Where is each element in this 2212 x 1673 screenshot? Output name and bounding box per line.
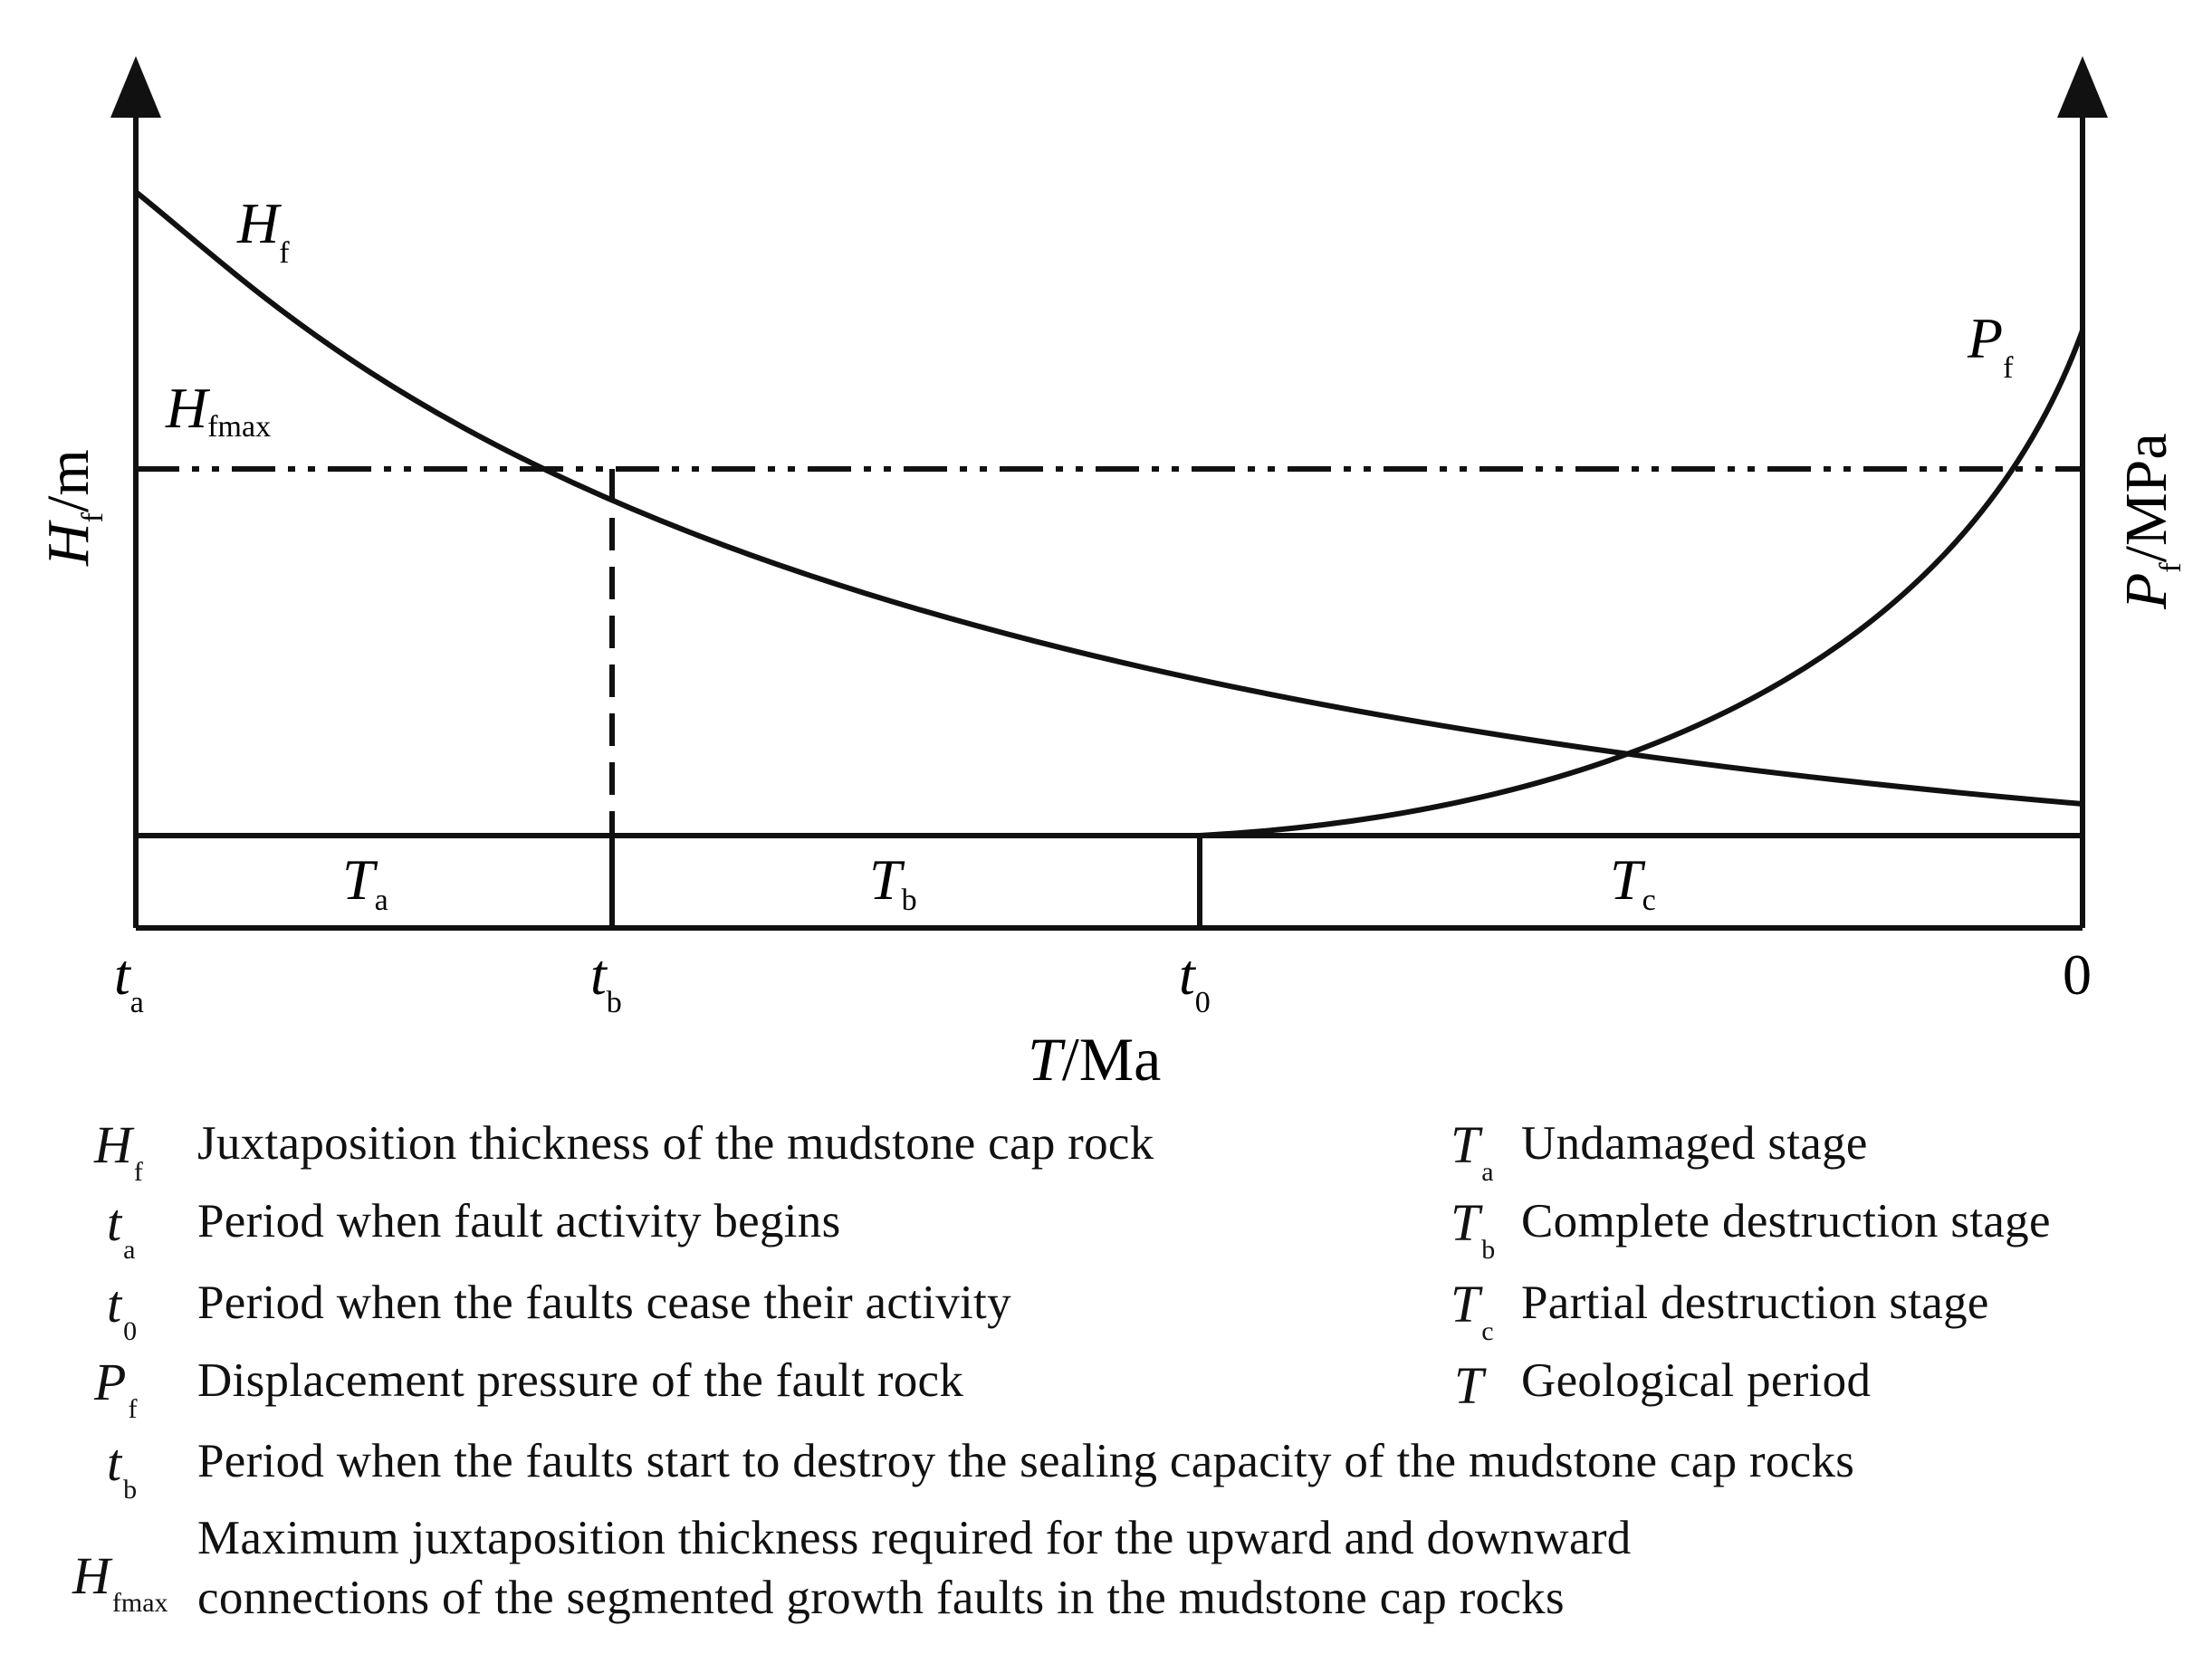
legend-text-t: Geological period [1521, 1354, 1872, 1407]
legend-row: Pf Displacement pressure of the fault ro… [0, 1353, 2212, 1434]
x-tick-tb: tb [590, 942, 622, 1019]
x-tick-ta: ta [114, 942, 144, 1019]
stage-label-ta: Ta [342, 847, 388, 917]
hf-curve [134, 189, 2083, 807]
right-y-axis-title: Pf/MPa [2113, 433, 2188, 610]
x-axis-title: T/Ma [1028, 1025, 1161, 1094]
legend-text-ta-stage: Undamaged stage [1521, 1117, 1868, 1170]
stage-label-tb: Tb [869, 847, 917, 917]
legend-symbol-t: T [1454, 1356, 1484, 1415]
x-tick-t0: t0 [1179, 942, 1211, 1019]
x-tick-zero: 0 [2063, 942, 2092, 1007]
legend-row: ta Period when fault activity begins Tb … [0, 1193, 2212, 1275]
legend-symbol-tb-stage: Tb [1451, 1193, 1496, 1265]
legend-row: Hfmax Maximum juxtaposition thickness re… [0, 1510, 2212, 1646]
pf-curve [1199, 329, 2085, 838]
legend-text-pf: Displacement pressure of the fault rock [197, 1354, 964, 1407]
left-axis-arrow [110, 56, 161, 118]
legend-text-ta: Period when fault activity begins [197, 1195, 841, 1248]
legend-text-tb: Period when the faults start to destroy … [197, 1435, 1855, 1487]
legend-symbol-pf: Pf [94, 1353, 138, 1424]
stage-label-tc: Tc [1610, 847, 1656, 917]
pf-curve-label: Pf [1967, 306, 2014, 385]
legend-text-hf: Juxtaposition thickness of the mudstone … [197, 1117, 1154, 1170]
hfmax-label: Hfmax [165, 376, 271, 444]
legend-symbol-ta-stage: Ta [1451, 1115, 1494, 1187]
legend-text-t0: Period when the faults cease their activ… [197, 1276, 1011, 1329]
legend-symbol-hfmax: Hfmax [72, 1546, 168, 1618]
legend-text-tc-stage: Partial destruction stage [1521, 1276, 1989, 1329]
legend-symbol-t0: t0 [107, 1275, 138, 1346]
left-y-axis-title: Hf/m [35, 449, 110, 567]
hf-curve-label: Hf [236, 191, 290, 270]
legend-row: tb Period when the faults start to destr… [0, 1433, 2212, 1515]
legend-symbol-hf: Hf [94, 1115, 143, 1187]
legend-symbol-tc-stage: Tc [1451, 1275, 1494, 1346]
right-axis-arrow [2057, 56, 2108, 118]
legend-row: Hf Juxtaposition thickness of the mudsto… [0, 1115, 2212, 1197]
legend-row: t0 Period when the faults cease their ac… [0, 1275, 2212, 1356]
legend-symbol-ta: ta [107, 1193, 136, 1265]
legend-text-tb-stage: Complete destruction stage [1521, 1195, 2051, 1248]
legend-symbol-tb: tb [107, 1433, 138, 1505]
legend-text-hfmax-line2: connections of the segmented growth faul… [197, 1572, 1565, 1624]
legend-text-hfmax-line1: Maximum juxtaposition thickness required… [197, 1512, 1632, 1564]
